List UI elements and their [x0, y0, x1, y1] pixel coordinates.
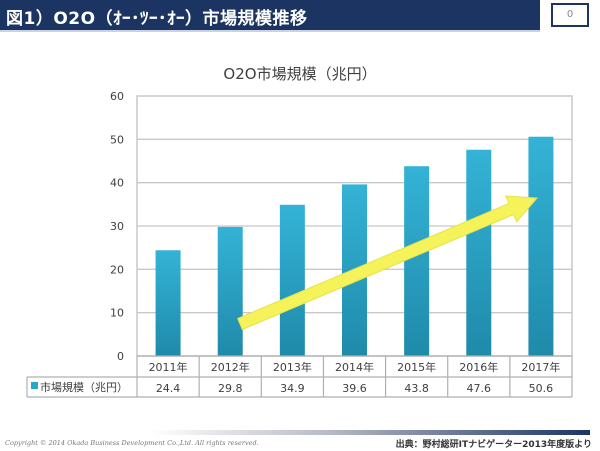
y-tick-label: 40	[110, 177, 124, 190]
y-tick-label: 20	[110, 263, 124, 276]
source-note: 出典：野村総研ITナビゲーター2013年度版より	[395, 440, 592, 450]
data-label: 29.8	[218, 382, 243, 395]
slide-header: 図1）O2O（ｵｰ･ﾂｰ･ｵｰ）市場規模推移	[0, 0, 540, 32]
chart-title: O2O市場規模（兆円）	[223, 65, 376, 83]
bars	[155, 136, 554, 356]
data-label: 39.6	[342, 382, 367, 395]
data-label: 43.8	[404, 382, 429, 395]
bar-2012年	[217, 226, 243, 356]
trend-arrow-icon	[237, 195, 539, 331]
bar-2017年	[528, 136, 554, 356]
data-label: 50.6	[529, 382, 554, 395]
y-tick-label: 50	[110, 133, 124, 146]
x-tick-label: 2014年	[335, 360, 374, 374]
x-tick-label: 2015年	[397, 360, 436, 374]
legend-label: 市場規模（兆円）	[40, 380, 128, 394]
x-tick-label: 2017年	[521, 360, 560, 374]
x-tick-label: 2012年	[211, 360, 250, 374]
y-tick-label: 60	[110, 90, 124, 103]
bar-2015年	[404, 166, 430, 356]
bar-2016年	[466, 149, 492, 356]
data-label: 34.9	[280, 382, 305, 395]
y-tick-label: 0	[117, 350, 124, 363]
data-label: 24.4	[156, 382, 181, 395]
x-tick-label: 2013年	[273, 360, 312, 374]
legend-swatch	[31, 382, 38, 389]
bar-2011年	[155, 250, 181, 356]
data-table: 2011年 24.4 2012年 29.8 2013年 34.9 2014年 39.6 2015…	[26, 355, 573, 398]
slide-title: 図1）O2O（ｵｰ･ﾂｰ･ｵｰ）市場規模推移	[6, 9, 308, 29]
trend-arrow-layer	[237, 195, 539, 331]
x-tick-label: 2016年	[459, 360, 498, 374]
data-label: 47.6	[467, 382, 492, 395]
x-tick-label: 2011年	[149, 360, 188, 374]
footer-divider	[150, 430, 590, 435]
y-tick-label: 30	[110, 220, 124, 233]
copyright-text: Copyright © 2014 Okada Business Developm…	[5, 439, 259, 447]
bar-2013年	[279, 204, 305, 356]
y-axis-ticks: 0 10 20 30 40 50 60	[110, 90, 124, 363]
page-number-box: 0	[551, 3, 589, 27]
y-tick-label: 10	[110, 307, 124, 320]
